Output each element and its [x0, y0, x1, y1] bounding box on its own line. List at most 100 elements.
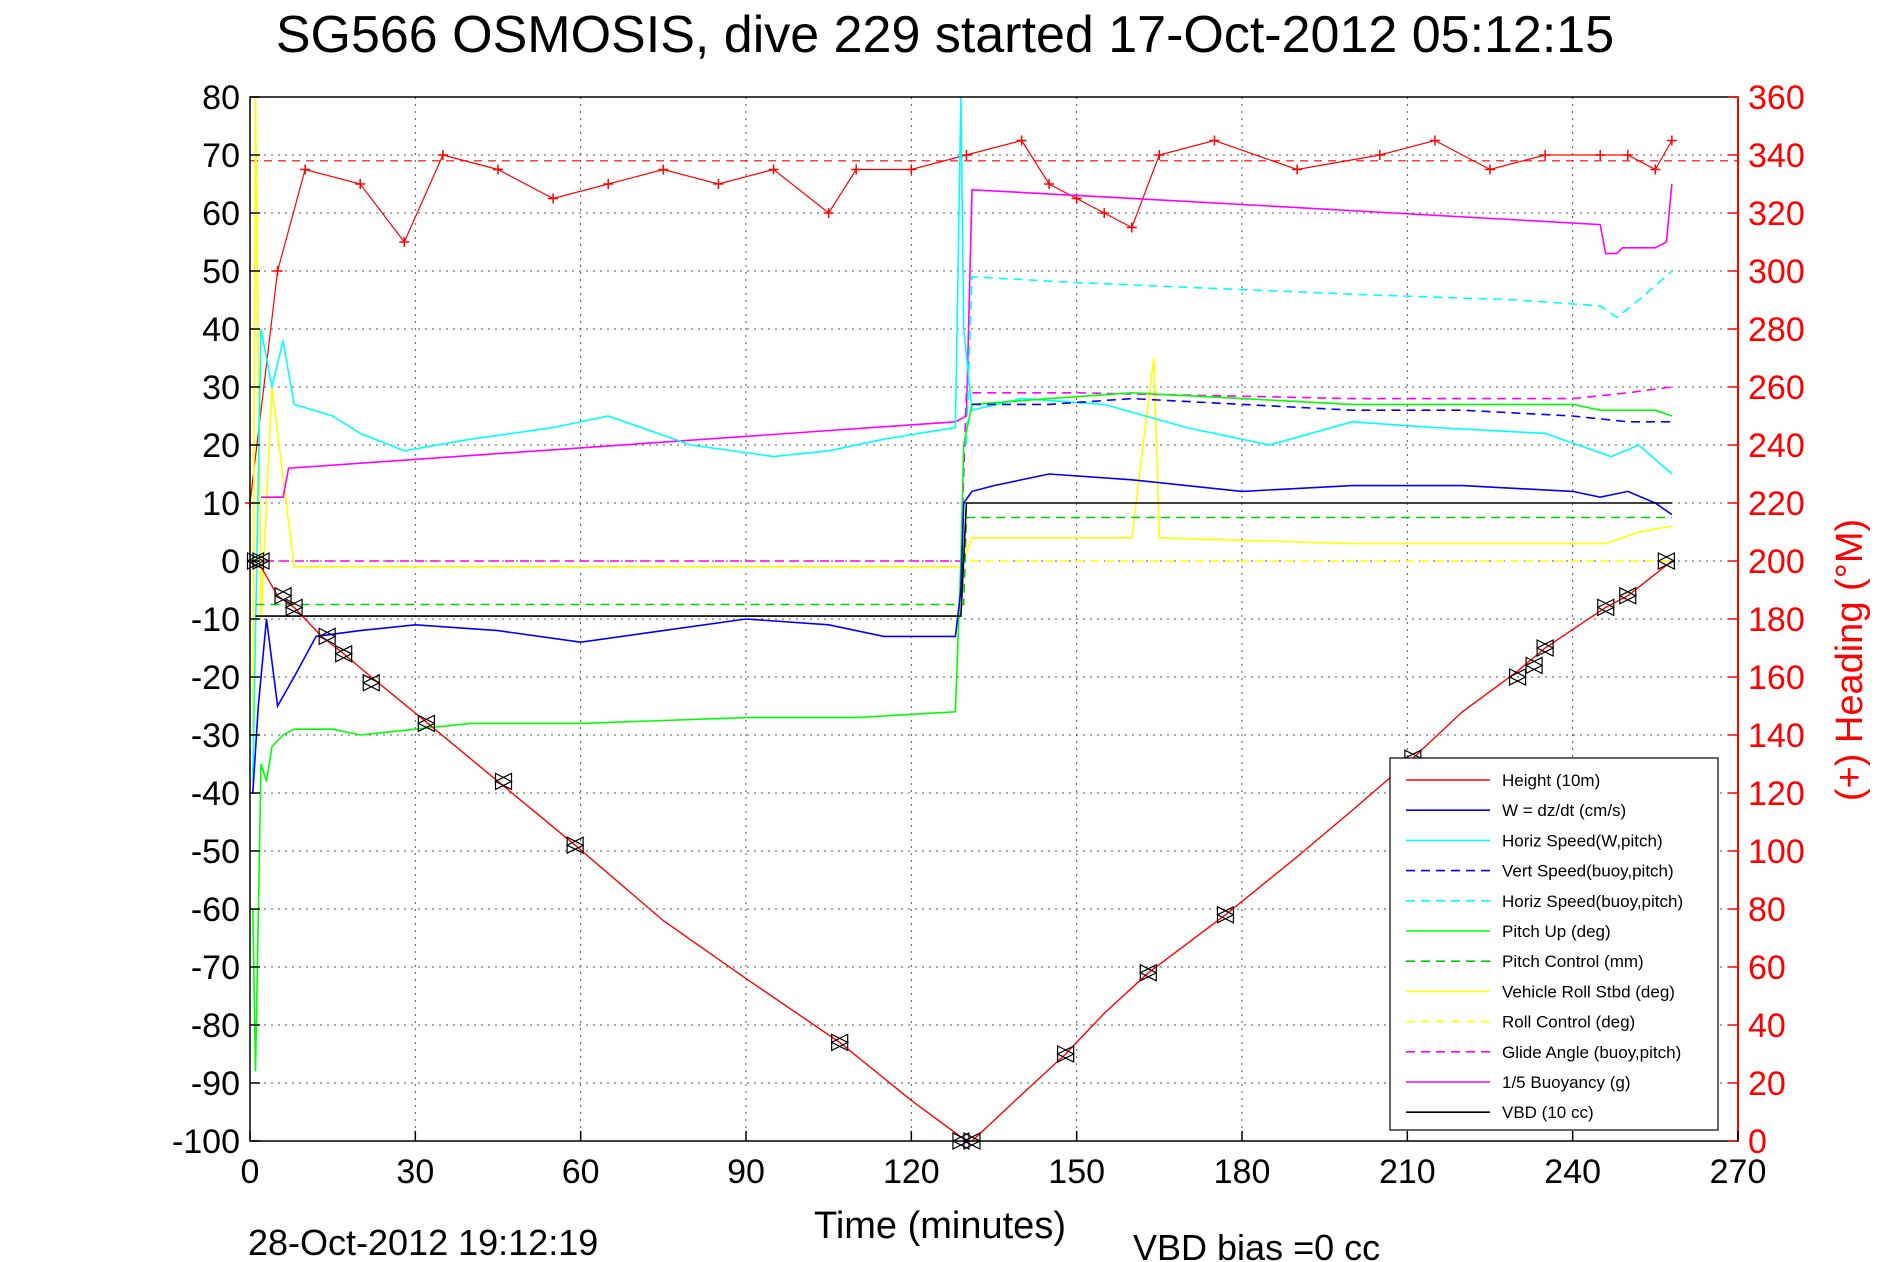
depth-marker: [334, 644, 354, 663]
marker-triangle-left: [246, 552, 265, 570]
tick-label-left: 80: [202, 79, 240, 117]
tick-label-x: 90: [727, 1153, 765, 1191]
depth-marker: [361, 673, 381, 692]
series-vert-buoy: [972, 397, 1672, 423]
tick-label-left: -100: [172, 1123, 240, 1161]
heading-marker: [437, 150, 448, 160]
tick-label-right: 280: [1748, 311, 1805, 349]
marker-triangle-left: [417, 714, 435, 733]
tick-label-x: 30: [396, 1153, 434, 1191]
heading-marker: [658, 164, 669, 175]
tick-label-left: -90: [191, 1065, 240, 1103]
depth-marker: [1618, 586, 1638, 605]
heading-marker: [1429, 135, 1440, 146]
tick-label-x: 0: [241, 1153, 260, 1191]
tick-label-x: 240: [1544, 1153, 1601, 1191]
tick-label-left: -20: [191, 659, 240, 697]
depth-marker: [565, 836, 585, 855]
legend-label-pitch-up: Pitch Up (deg): [1502, 922, 1611, 941]
series-pitch-control: [255, 516, 1672, 606]
heading-marker: [1209, 135, 1220, 146]
heading-marker: [768, 164, 779, 175]
heading-marker: [1044, 179, 1055, 189]
heading-marker: [603, 179, 614, 189]
tick-label-right: 20: [1748, 1065, 1786, 1103]
tick-label-left: 70: [202, 137, 240, 175]
marker-triangle-left: [1618, 586, 1637, 605]
tick-label-right: 120: [1748, 775, 1805, 813]
tick-label-left: 0: [221, 543, 240, 581]
heading-marker: [823, 208, 834, 218]
series-horiz-buoy: [965, 270, 1673, 446]
marker-triangle-left: [830, 1033, 849, 1052]
heading-marker: [1126, 222, 1137, 233]
marker-triangle-left: [494, 772, 513, 791]
marker-triangle-left: [565, 836, 584, 855]
tick-label-right: 180: [1748, 601, 1805, 639]
marker-triangle-left: [1508, 668, 1527, 686]
tick-label-right: 80: [1748, 891, 1786, 929]
tick-label-left: -40: [191, 775, 240, 813]
heading-marker: [355, 179, 366, 189]
marker-triangle-left: [1216, 905, 1235, 924]
marker-triangle-left: [361, 673, 380, 692]
timestamp: 28-Oct-2012 19:12:19: [248, 1222, 598, 1262]
tick-label-left: -60: [191, 891, 240, 929]
tick-label-left: -30: [191, 717, 240, 755]
depth-marker: [830, 1033, 850, 1052]
tick-label-right: 220: [1748, 485, 1805, 523]
legend-label-vert-buoy: Vert Speed(buoy,pitch): [1502, 862, 1674, 881]
tick-label-x: 210: [1379, 1153, 1436, 1191]
marker-triangle-left: [251, 552, 270, 570]
legend-label-horiz-w-pitch: Horiz Speed(W,pitch): [1502, 831, 1663, 850]
depth-marker: [1056, 1045, 1075, 1063]
series-layer: [245, 96, 1738, 1150]
marker-triangle-left: [317, 627, 336, 646]
heading-marker: [548, 193, 559, 204]
tick-label-x: 150: [1048, 1153, 1105, 1191]
heading-marker: [851, 164, 862, 175]
tick-label-x: 120: [883, 1153, 940, 1191]
heading-marker: [1666, 135, 1677, 146]
heading-marker: [713, 179, 724, 189]
heading-marker: [300, 164, 311, 175]
heading-marker: [272, 266, 283, 276]
vbd-bias-label: VBD bias =0 cc: [1133, 1227, 1380, 1262]
depth-marker: [1524, 656, 1544, 675]
tick-label-right: 0: [1748, 1123, 1767, 1161]
tick-label-x: 180: [1214, 1153, 1271, 1191]
heading-marker: [1540, 150, 1551, 160]
marker-triangle-left: [334, 644, 353, 663]
tick-label-right: 140: [1748, 717, 1805, 755]
tick-label-left: -50: [191, 833, 240, 871]
legend-label-buoyancy: 1/5 Buoyancy (g): [1502, 1073, 1631, 1092]
tick-label-right: 260: [1748, 369, 1805, 407]
heading-marker: [1650, 164, 1661, 175]
tick-label-x: 60: [562, 1153, 600, 1191]
tick-label-left: 30: [202, 369, 240, 407]
heading-marker: [906, 164, 917, 175]
depth-marker: [1535, 639, 1555, 657]
tick-label-right: 360: [1748, 79, 1805, 117]
depth-marker: [317, 627, 337, 646]
legend-label-pitch-control: Pitch Control (mm): [1502, 952, 1644, 971]
legend-box: [1389, 757, 1719, 1131]
heading-marker: [1595, 150, 1606, 160]
depth-marker: [1657, 552, 1676, 570]
marker-triangle-left: [1596, 598, 1615, 617]
heading-marker: [1016, 135, 1027, 146]
marker-triangle-left: [284, 598, 303, 617]
series-pitch-up: [252, 391, 1673, 1072]
tick-label-right: 160: [1748, 659, 1805, 697]
tick-label-left: 60: [202, 195, 240, 233]
series-buoyancy: [261, 183, 1673, 499]
right-axis-label: (+) Heading (°M): [1829, 519, 1871, 801]
heading-marker: [1099, 208, 1110, 218]
marker-triangle-left: [1138, 963, 1157, 982]
depth-marker: [1508, 668, 1527, 686]
series-vbd: [255, 502, 1672, 617]
legend-label-vbd: VBD (10 cc): [1502, 1103, 1594, 1122]
depth-marker: [494, 772, 513, 791]
x-axis-label: Time (minutes): [814, 1205, 1066, 1247]
chart-title: SG566 OSMOSIS, dive 229 started 17-Oct-2…: [276, 6, 1614, 64]
